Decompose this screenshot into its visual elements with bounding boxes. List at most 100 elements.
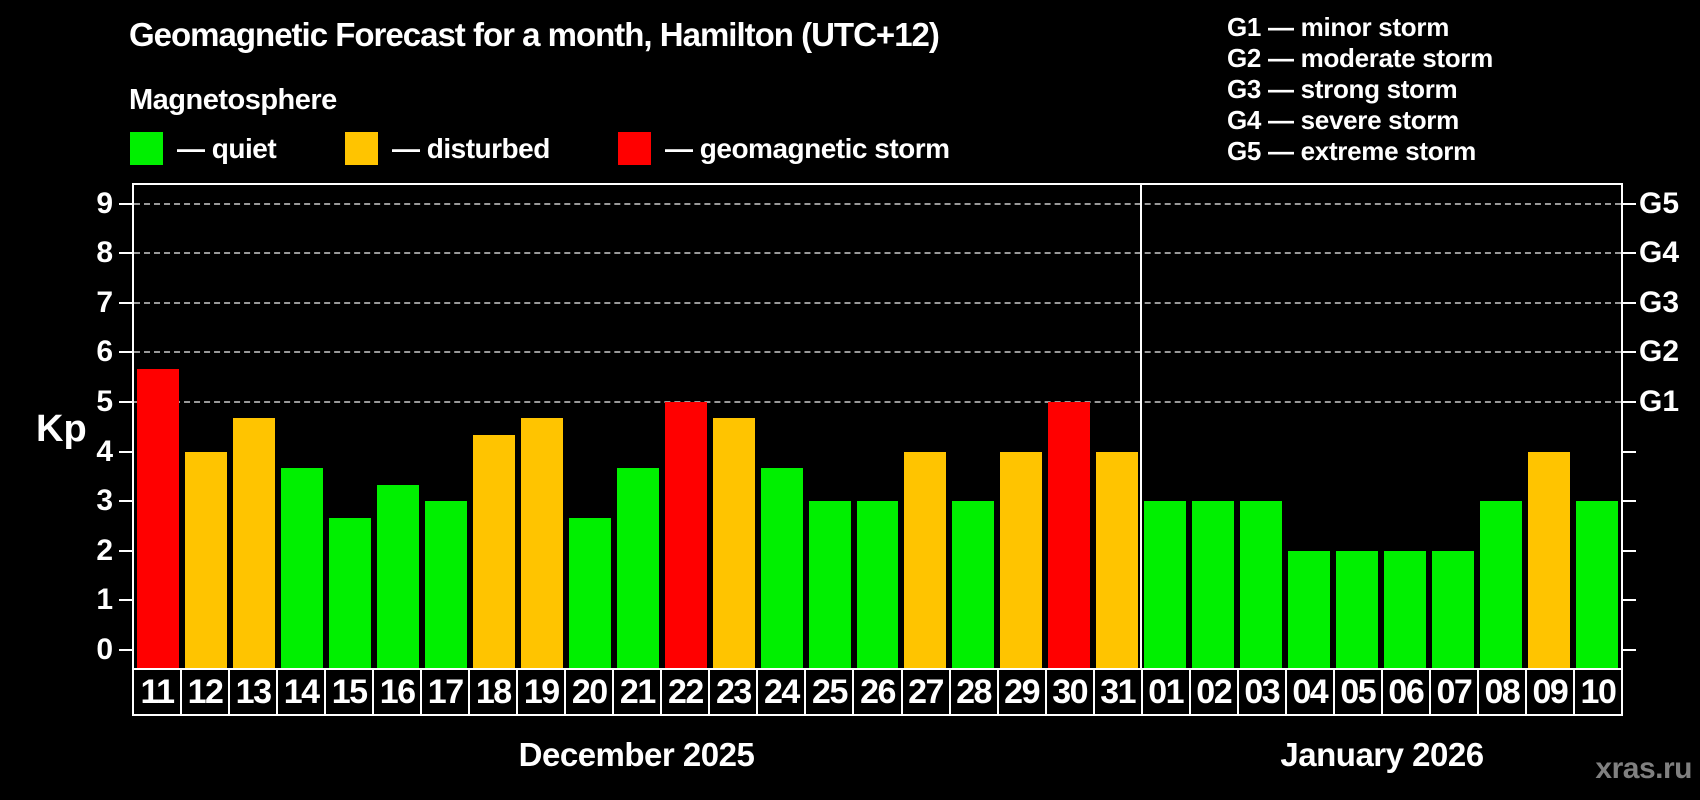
left-axis-tick xyxy=(119,500,132,503)
day-cell-06: 06 xyxy=(1383,670,1431,714)
left-axis-tick xyxy=(119,252,132,255)
right-axis-tick xyxy=(1623,351,1636,354)
day-cell-07: 07 xyxy=(1431,670,1479,714)
bar-day-31 xyxy=(1096,451,1139,668)
month-label-january: January 2026 xyxy=(1280,736,1484,773)
right-axis-tick xyxy=(1623,202,1636,205)
day-cell-13: 13 xyxy=(230,670,279,714)
bar-day-09 xyxy=(1528,451,1571,668)
g-tick-label: G4 xyxy=(1639,236,1680,270)
chart-title: Geomagnetic Forecast for a month, Hamilt… xyxy=(129,16,940,53)
bar-day-17 xyxy=(424,501,467,668)
day-cell-11: 11 xyxy=(134,670,183,714)
bar-day-15 xyxy=(328,517,371,668)
left-axis-tick xyxy=(119,649,132,651)
y-axis-label: Kp xyxy=(36,408,87,450)
day-cell-05: 05 xyxy=(1335,670,1383,714)
g2-legend-line: G2 — moderate storm xyxy=(1227,43,1493,73)
bar-day-28 xyxy=(952,501,995,668)
day-label-row: 11 12 13 14 15 16 17 18 19 20 21 22 23 24 25 26 27 28 29 30… xyxy=(132,668,1623,716)
bar-day-04 xyxy=(1288,550,1331,668)
y-tick-label: 2 xyxy=(96,533,113,567)
day-cell-23: 23 xyxy=(710,670,759,714)
right-axis-tick xyxy=(1623,500,1636,503)
g-tick-label: G3 xyxy=(1639,285,1680,319)
y-tick-label: 4 xyxy=(96,434,113,468)
legend-title: Magnetosphere xyxy=(129,84,337,116)
day-cell-02: 02 xyxy=(1191,670,1239,714)
plot-area xyxy=(132,183,1623,668)
day-cell-17: 17 xyxy=(422,670,471,714)
bar-day-01 xyxy=(1144,501,1187,668)
day-cell-27: 27 xyxy=(903,670,951,714)
day-cell-29: 29 xyxy=(999,670,1047,714)
bar-day-30 xyxy=(1048,402,1091,668)
bar-day-26 xyxy=(856,501,899,668)
bar-day-23 xyxy=(712,418,755,668)
day-cell-14: 14 xyxy=(278,670,327,714)
day-cell-26: 26 xyxy=(854,670,903,714)
day-cell-25: 25 xyxy=(806,670,855,714)
bar-day-18 xyxy=(472,435,515,668)
bar-day-12 xyxy=(184,451,227,668)
disturbed-swatch-icon xyxy=(345,132,378,165)
day-cell-04: 04 xyxy=(1287,670,1335,714)
gridline-kp8 xyxy=(134,252,1621,255)
bar-day-02 xyxy=(1192,501,1235,668)
day-cell-22: 22 xyxy=(662,670,711,714)
day-cell-30: 30 xyxy=(1047,670,1095,714)
right-axis-tick xyxy=(1623,301,1636,304)
g-tick-label: G2 xyxy=(1639,335,1680,369)
day-cell-08: 08 xyxy=(1479,670,1527,714)
left-axis-tick xyxy=(119,401,132,403)
right-axis-tick xyxy=(1623,252,1636,255)
bar-day-13 xyxy=(232,418,275,668)
day-cell-18: 18 xyxy=(470,670,519,714)
day-cell-20: 20 xyxy=(566,670,615,714)
bar-day-07 xyxy=(1432,550,1475,668)
g3-legend-line: G3 — strong storm xyxy=(1227,74,1458,104)
legend-item-storm: — geomagnetic storm xyxy=(618,132,950,165)
bar-day-21 xyxy=(616,467,659,668)
g-scale-legend: G1 — minor storm G2 — moderate storm G3 … xyxy=(1227,12,1493,167)
day-cell-19: 19 xyxy=(518,670,567,714)
y-tick-label: 3 xyxy=(96,484,113,518)
y-tick-label: 0 xyxy=(96,633,113,666)
y-tick-label: 5 xyxy=(96,385,113,418)
legend-storm-label: — geomagnetic storm xyxy=(665,132,950,164)
y-tick-label: 9 xyxy=(96,186,113,220)
right-axis-tick xyxy=(1623,450,1636,453)
bar-day-08 xyxy=(1480,501,1523,668)
right-axis-tick xyxy=(1623,649,1636,651)
bar-day-19 xyxy=(520,418,563,668)
gridline-kp9 xyxy=(134,202,1621,205)
bar-day-03 xyxy=(1240,501,1283,668)
g5-legend-line: G5 — extreme storm xyxy=(1227,136,1476,166)
bar-day-22 xyxy=(664,402,707,668)
legend-disturbed-label: — disturbed xyxy=(392,132,550,164)
day-cell-01: 01 xyxy=(1143,670,1191,714)
y-tick-label: 7 xyxy=(96,285,113,319)
bar-day-27 xyxy=(904,451,947,668)
y-tick-label: 8 xyxy=(96,236,113,270)
bar-day-25 xyxy=(808,501,851,668)
y-tick-label: 6 xyxy=(96,335,113,369)
bar-day-14 xyxy=(280,467,323,668)
day-cell-03: 03 xyxy=(1239,670,1287,714)
left-axis-tick xyxy=(119,202,132,205)
gridline-kp5 xyxy=(134,401,1621,403)
bar-day-11 xyxy=(137,368,179,668)
bar-day-06 xyxy=(1384,550,1427,668)
left-axis-tick xyxy=(119,549,132,552)
day-cell-28: 28 xyxy=(951,670,999,714)
g4-legend-line: G4 — severe storm xyxy=(1227,105,1459,135)
bar-day-20 xyxy=(568,517,611,668)
quiet-swatch-icon xyxy=(130,132,163,165)
day-cell-10: 10 xyxy=(1580,672,1617,711)
bar-day-05 xyxy=(1336,550,1379,668)
g1-legend-line: G1 — minor storm xyxy=(1227,12,1450,42)
left-axis-tick xyxy=(119,351,132,354)
plot-inner xyxy=(134,185,1621,668)
day-cell-09: 09 xyxy=(1527,670,1575,714)
gridline-kp6 xyxy=(134,351,1621,354)
